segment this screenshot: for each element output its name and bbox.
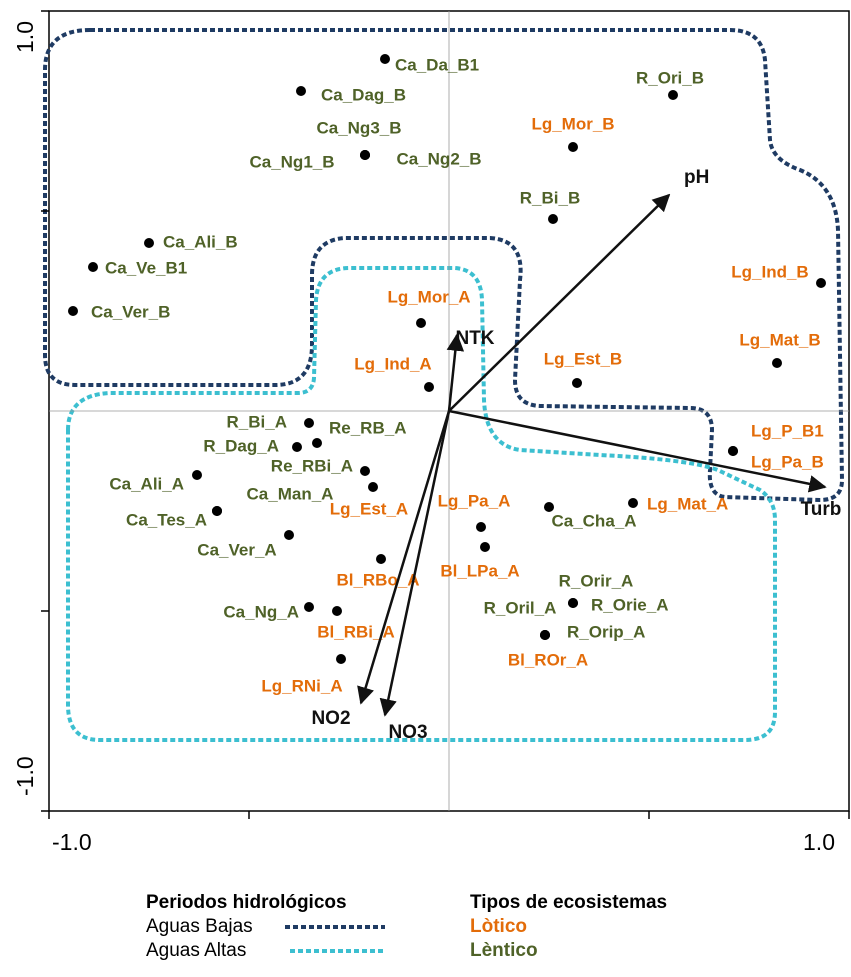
point-label: Lg_RNi_A xyxy=(261,676,342,695)
point-label: Lg_Mor_A xyxy=(387,287,470,306)
point-label: R_Bi_A xyxy=(227,412,287,431)
point xyxy=(380,54,390,64)
vector-arrow xyxy=(446,333,465,412)
point-label: Ca_Da_B1 xyxy=(395,55,479,74)
point xyxy=(572,378,582,388)
point-label: R_Bi_B xyxy=(520,188,580,207)
point xyxy=(416,318,426,328)
legend-title: Tipos de ecosistemas xyxy=(470,892,667,913)
vector-label: NO3 xyxy=(388,722,427,743)
point-label: Ca_Man_A xyxy=(247,484,334,503)
plot-area: -1.0 1.0 -1.0 1.0 Lg_Mor_B Lg_Ind_B Lg_Mor_A Lg… xyxy=(12,10,850,855)
point xyxy=(424,382,434,392)
point-label: Lg_P_B1 xyxy=(751,421,824,440)
point-label: Ca_Ali_A xyxy=(109,474,184,493)
point xyxy=(360,150,370,160)
point xyxy=(336,654,346,664)
point xyxy=(772,358,782,368)
point-label: Ca_Ve_B1 xyxy=(105,258,187,277)
y-tick-label: 1.0 xyxy=(12,21,38,53)
point xyxy=(296,86,306,96)
point xyxy=(304,602,314,612)
point xyxy=(144,238,154,248)
point xyxy=(480,542,490,552)
point-label: Ca_Ver_B xyxy=(91,302,170,321)
point-label: R_Dag_A xyxy=(203,436,279,455)
point xyxy=(360,466,370,476)
y-tick-label: -1.0 xyxy=(12,756,38,796)
hull-outline xyxy=(66,266,777,742)
point-label: Lg_Pa_B xyxy=(751,452,824,471)
point-label: R_Ori_B xyxy=(636,68,704,87)
point-label: R_Orie_A xyxy=(591,595,668,614)
vector-arrow xyxy=(357,410,451,705)
point-label: R_Orir_A xyxy=(559,571,634,590)
legend-label: Aguas Altas xyxy=(146,940,246,961)
point-label: Lg_Pa_A xyxy=(438,491,511,510)
point-label: Bl_ROr_A xyxy=(508,650,588,669)
point-label: Ca_Ali_B xyxy=(163,232,238,251)
legend-label: Lèntico xyxy=(470,940,538,961)
point-label: Lg_Mat_B xyxy=(739,330,820,349)
point-label: Lg_Est_A xyxy=(330,499,408,518)
point-label: Ca_Ng1_B xyxy=(249,152,334,171)
point-label: R_Oril_A xyxy=(484,598,557,617)
legend-label: Aguas Bajas xyxy=(146,916,253,937)
point xyxy=(548,214,558,224)
point xyxy=(668,90,678,100)
point-label: Bl_LPa_A xyxy=(440,561,519,580)
point xyxy=(540,630,550,640)
point-label: Re_RB_A xyxy=(329,418,406,437)
point xyxy=(568,598,578,608)
point-label: Bl_RBo_A xyxy=(336,570,419,589)
point-label: Lg_Est_B xyxy=(544,349,622,368)
vector-label: pH xyxy=(684,167,709,188)
point-label: Ca_Cha_A xyxy=(551,511,636,530)
legend-label: Lòtico xyxy=(470,916,527,937)
point-label: Ca_Tes_A xyxy=(126,510,207,529)
point-label: Ca_Dag_B xyxy=(321,85,406,104)
vector-label: NO2 xyxy=(311,708,350,729)
legend-title: Periodos hidrológicos xyxy=(146,892,347,913)
point xyxy=(88,262,98,272)
point-label: Lg_Ind_B xyxy=(731,262,808,281)
point xyxy=(192,470,202,480)
point xyxy=(68,306,78,316)
point-label: Lg_Mat_A xyxy=(647,494,728,513)
point-label: Ca_Ng3_B xyxy=(316,118,401,137)
point xyxy=(816,278,826,288)
point-label: Lg_Ind_A xyxy=(354,354,431,373)
point-label: Ca_Ng2_B xyxy=(396,149,481,168)
point xyxy=(568,142,578,152)
point xyxy=(292,442,302,452)
point-label: Ca_Ng_A xyxy=(223,602,299,621)
vector-arrow xyxy=(448,409,827,493)
x-tick-label: 1.0 xyxy=(803,829,835,855)
point xyxy=(212,506,222,516)
point xyxy=(284,530,294,540)
point-label: R_Orip_A xyxy=(567,622,645,641)
vector-label: NTK xyxy=(455,328,494,349)
vector-label: Turb xyxy=(801,499,842,520)
hull-outline xyxy=(43,28,845,503)
point-label: Ca_Ver_A xyxy=(197,540,276,559)
point xyxy=(376,554,386,564)
point-label: Bl_RBi_A xyxy=(317,622,394,641)
point xyxy=(312,438,322,448)
point-label: Re_RBi_A xyxy=(271,456,353,475)
point xyxy=(332,606,342,616)
point xyxy=(628,498,638,508)
vector-arrow xyxy=(448,193,671,412)
point xyxy=(476,522,486,532)
point xyxy=(728,446,738,456)
point xyxy=(304,418,314,428)
point-label: Lg_Mor_B xyxy=(531,114,614,133)
point xyxy=(544,502,554,512)
x-tick-label: -1.0 xyxy=(52,829,92,855)
vector-arrow xyxy=(379,410,451,717)
point xyxy=(368,482,378,492)
